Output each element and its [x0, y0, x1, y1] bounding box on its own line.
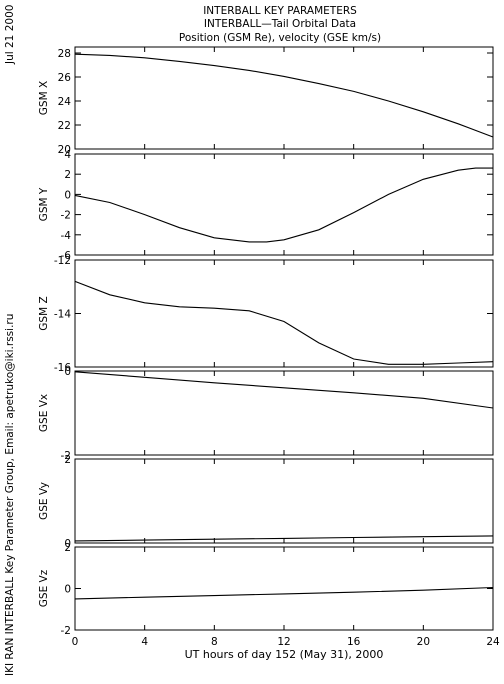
series-line-gsm-y [74, 167, 493, 243]
series-line-gse-vx [74, 371, 494, 409]
date-label: Jul 21 2000 [4, 5, 16, 65]
y-tick-label: -12 [54, 255, 71, 267]
x-tick-label: 24 [486, 636, 500, 648]
y-tick-label: -16 [54, 362, 71, 374]
y-tick-label: -2 [61, 450, 71, 462]
series-line-gse-vz [74, 586, 494, 600]
x-tick-label: 16 [347, 636, 361, 648]
y-tick-label: -2 [61, 210, 71, 222]
x-tick-label: 8 [211, 636, 218, 648]
title-line-1: INTERBALL KEY PARAMETERS [203, 5, 357, 17]
title-line-3: Position (GSM Re), velocity (GSE km/s) [179, 32, 381, 44]
y-tick-label: 24 [58, 96, 72, 108]
y-tick-label: 20 [58, 144, 71, 156]
title-line-2: INTERBALL—Tail Orbital Data [204, 18, 356, 30]
series-line-gsm-x [74, 53, 494, 138]
y-tick-label: -14 [54, 309, 71, 321]
y-tick-label: 28 [58, 48, 71, 60]
x-tick-label: 20 [417, 636, 430, 648]
y-tick-label: 4 [64, 149, 71, 161]
y-tick-label: 2 [64, 454, 71, 466]
y-tick-label: 2 [64, 169, 71, 181]
panel-frame-6 [74, 546, 494, 631]
panel-frame-5 [74, 458, 494, 544]
panel-ylabel-1: GSM X [38, 81, 50, 115]
y-tick-label: 0 [64, 366, 71, 378]
panel-frame-4 [74, 370, 494, 456]
x-tick-label: 4 [141, 636, 148, 648]
panel-frame-1 [74, 46, 494, 150]
panel-ylabel-4: GSE Vx [38, 394, 50, 432]
y-tick-label: 26 [58, 72, 72, 84]
x-tick-label: 0 [72, 636, 79, 648]
panel-ylabel-6: GSE Vz [38, 569, 50, 607]
y-tick-label: 0 [64, 584, 71, 596]
x-axis-label: UT hours of day 152 (May 31), 2000 [185, 648, 384, 661]
y-tick-label: -4 [61, 230, 72, 242]
panel-frame-3 [74, 259, 494, 368]
panel-ylabel-2: GSM Y [38, 187, 50, 221]
panel-ylabel-5: GSE Vy [38, 482, 50, 520]
x-tick-label: 12 [277, 636, 290, 648]
series-line-gsm-z [74, 280, 494, 365]
y-tick-label: 0 [64, 538, 71, 550]
y-tick-label: -2 [61, 625, 71, 637]
panel-ylabel-3: GSM Z [38, 296, 50, 330]
series-line-gse-vy [74, 535, 494, 542]
y-tick-label: 0 [64, 189, 71, 201]
y-tick-label: 22 [58, 120, 71, 132]
y-tick-label: -6 [61, 250, 72, 262]
y-tick-label: 2 [64, 542, 71, 554]
credit-label: IKI RAN INTERBALL Key Parameter Group, E… [4, 314, 16, 676]
